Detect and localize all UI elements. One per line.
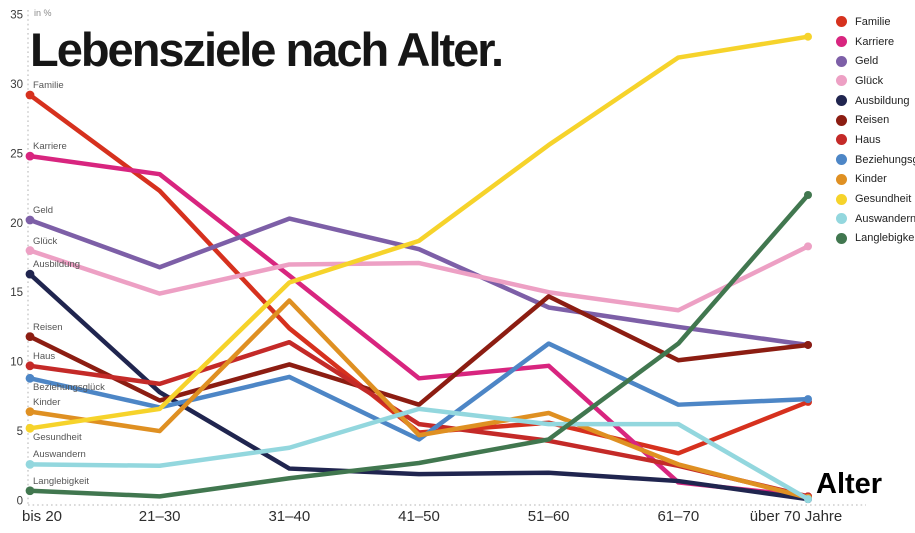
legend-item-reisen: Reisen xyxy=(836,110,915,130)
series-start-label-auswandern: Auswandern xyxy=(33,449,86,461)
series-start-dot-beziehungsglück xyxy=(25,373,35,383)
legend-item-gesundheit: Gesundheit xyxy=(836,189,915,209)
y-tick-label: 0 xyxy=(17,496,23,508)
legend-dot-beziehungsglück xyxy=(836,154,847,166)
series-start-dot-auswandern xyxy=(25,459,35,469)
series-start-dot-reisen xyxy=(25,332,35,342)
series-start-label-glück: Glück xyxy=(33,235,58,247)
series-start-dot-haus xyxy=(25,361,35,371)
series-line-auswandern xyxy=(27,406,811,502)
series-start-label-karriere: Karriere xyxy=(33,141,67,153)
series-end-dot-langlebigkeit xyxy=(804,191,812,200)
legend-label: Karriere xyxy=(855,35,895,48)
series-end-dot-beziehungsglück xyxy=(804,395,812,404)
series-start-dot-gesundheit xyxy=(25,423,35,433)
series-start-dot-langlebigkeit xyxy=(25,486,35,496)
series-line-langlebigkeit xyxy=(27,192,811,499)
series-line-familie xyxy=(27,92,811,456)
series-line-reisen xyxy=(27,294,811,407)
series-start-label-kinder: Kinder xyxy=(33,396,61,408)
series-line-gesundheit xyxy=(27,34,811,431)
series-start-dot-familie xyxy=(25,90,35,100)
y-tick-label: 5 xyxy=(17,426,23,438)
legend-item-familie: Familie xyxy=(836,12,915,32)
series-start-label-gesundheit: Gesundheit xyxy=(33,432,82,444)
legend-item-haus: Haus xyxy=(836,130,915,150)
series-start-dot-glück xyxy=(25,246,35,255)
x-tick-label: 21–30 xyxy=(139,508,181,525)
legend-label: Auswandern xyxy=(855,212,915,225)
series-end-dot-auswandern xyxy=(804,495,812,504)
legend-label: Kinder xyxy=(855,173,887,186)
series-end-dot-gesundheit xyxy=(804,32,812,41)
legend-dot-familie xyxy=(836,16,847,28)
series-start-label-haus: Haus xyxy=(33,350,56,362)
legend-dot-glück xyxy=(836,75,847,87)
legend-item-auswandern: Auswandern xyxy=(836,209,915,229)
series-start-label-beziehungsglück: Beziehungsglück xyxy=(33,382,105,394)
series-line-kinder xyxy=(27,298,811,500)
legend-dot-karriere xyxy=(836,36,847,48)
series-end-dot-reisen xyxy=(804,340,812,349)
series-line-glück xyxy=(27,244,811,313)
series-start-label-geld: Geld xyxy=(33,205,54,216)
legend-item-glück: Glück xyxy=(836,71,915,91)
legend-item-beziehungsglück: Beziehungsglück xyxy=(836,150,915,170)
y-axis-unit-label: in % xyxy=(34,8,52,18)
legend-label: Ausbildung xyxy=(855,94,910,107)
series-start-dot-ausbildung xyxy=(25,269,35,279)
legend-label: Gesundheit xyxy=(855,193,912,206)
y-tick-label: 10 xyxy=(10,357,23,369)
series-start-dot-kinder xyxy=(25,407,35,417)
legend-dot-auswandern xyxy=(836,213,847,225)
series-line-geld xyxy=(27,216,811,348)
x-tick-label: über 70 Jahre xyxy=(750,508,843,525)
legend-dot-kinder xyxy=(836,173,847,185)
series-end-dot-glück xyxy=(804,242,812,251)
series-start-label-reisen: Reisen xyxy=(33,321,63,333)
series-start-label-ausbildung: Ausbildung xyxy=(33,259,81,271)
legend-dot-langlebigkeit xyxy=(836,232,847,244)
x-tick-label: bis 20 xyxy=(22,508,62,525)
chart-title: Lebensziele nach Alter. xyxy=(30,23,504,76)
series-start-label-familie: Familie xyxy=(33,80,64,92)
y-tick-label: 20 xyxy=(10,218,23,230)
series-line-ausbildung xyxy=(27,271,811,502)
legend-label: Haus xyxy=(855,133,881,146)
legend-dot-gesundheit xyxy=(836,193,847,205)
y-tick-label: 25 xyxy=(10,148,23,160)
legend-item-kinder: Kinder xyxy=(836,170,915,190)
legend-item-geld: Geld xyxy=(836,51,915,71)
legend-label: Reisen xyxy=(855,114,890,127)
legend-label: Familie xyxy=(855,15,891,28)
series-start-label-langlebigkeit: Langlebigkeit xyxy=(33,475,89,487)
y-tick-label: 15 xyxy=(10,287,23,299)
y-tick-label: 30 xyxy=(10,79,23,91)
legend-label: Geld xyxy=(855,55,879,68)
x-tick-label: 61–70 xyxy=(657,508,699,525)
legend-item-karriere: Karriere xyxy=(836,32,915,52)
legend-dot-reisen xyxy=(836,114,847,126)
legend: Familie Karriere Geld Glück Ausbildung Reisen… xyxy=(836,12,915,248)
legend-label: Langlebigkeit xyxy=(855,232,915,245)
legend-dot-haus xyxy=(836,134,847,146)
series-start-dot-karriere xyxy=(25,151,35,161)
x-tick-label: 51–60 xyxy=(528,508,570,525)
legend-label: Beziehungsglück xyxy=(855,153,915,166)
legend-label: Glück xyxy=(855,74,884,87)
legend-dot-geld xyxy=(836,55,847,67)
y-tick-label: 35 xyxy=(10,9,23,21)
x-tick-label: 31–40 xyxy=(268,508,310,525)
x-tick-label: 41–50 xyxy=(398,508,440,525)
series-start-dot-geld xyxy=(25,215,35,225)
legend-item-langlebigkeit: Langlebigkeit xyxy=(836,229,915,249)
x-axis-title: Alter xyxy=(816,468,883,500)
legend-dot-ausbildung xyxy=(836,95,847,107)
legend-item-ausbildung: Ausbildung xyxy=(836,91,915,111)
